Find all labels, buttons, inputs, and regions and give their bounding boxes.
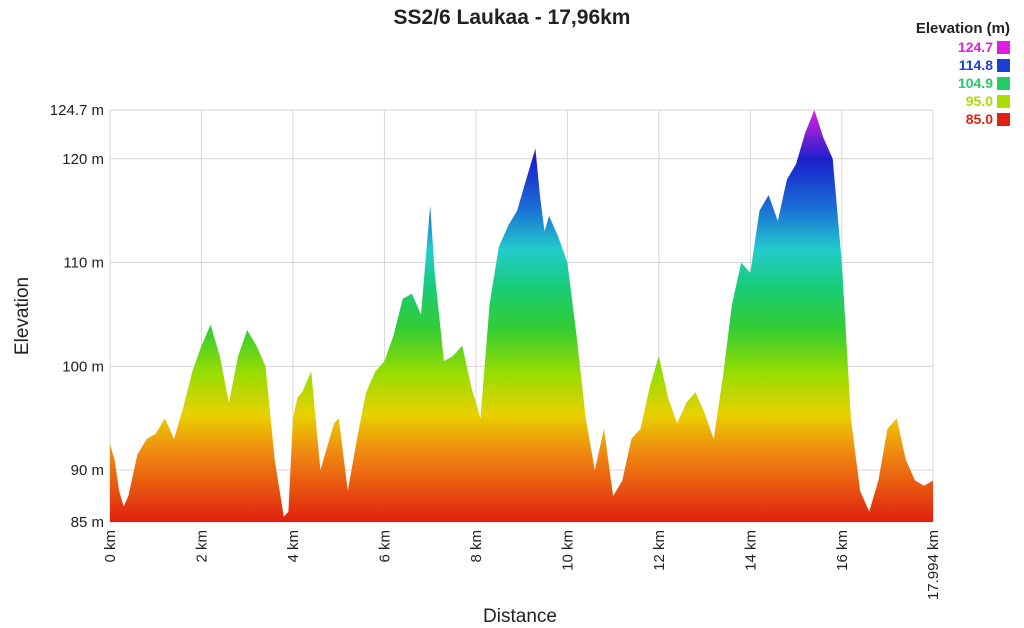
x-tick-label: 10 km (559, 530, 576, 571)
x-tick-label: 2 km (193, 530, 210, 563)
legend-swatch (997, 94, 1010, 108)
legend-item: 124.7 (916, 38, 1010, 56)
x-axis-label: Distance (483, 606, 557, 627)
legend-item: 104.9 (916, 74, 1010, 92)
legend-swatch (997, 112, 1010, 126)
y-tick-label: 120 m (62, 151, 104, 168)
x-tick-label: 6 km (376, 530, 393, 563)
elevation-area (110, 110, 933, 522)
legend-swatch (997, 58, 1010, 72)
y-tick-label: 124.7 m (50, 102, 104, 119)
x-axis-ticks: 0 km 2 km 4 km 6 km 8 km 10 km 12 km 14 km 16 km… (102, 530, 942, 600)
chart-title: SS2/6 Laukaa - 17,96km (393, 6, 631, 29)
y-tick-label: 90 m (71, 462, 104, 479)
legend: Elevation (m) 124.7 114.8 104.9 95.0 85.… (916, 20, 1010, 128)
legend-title: Elevation (m) (915, 20, 1010, 37)
x-tick-label: 17.994 km (925, 530, 942, 600)
legend-label: 114.8 (958, 57, 993, 73)
x-tick-label: 12 km (651, 530, 668, 571)
legend-swatch (997, 40, 1010, 54)
legend-swatch (997, 76, 1010, 90)
y-tick-label: 110 m (63, 255, 104, 272)
legend-label: 85.0 (965, 111, 993, 127)
y-axis-label: Elevation (12, 277, 33, 355)
y-axis-ticks: 85 m 90 m 100 m 110 m 120 m 124.7 m (50, 102, 104, 531)
x-tick-label: 0 km (102, 530, 119, 563)
legend-item: 85.0 (916, 110, 1010, 128)
y-tick-label: 85 m (71, 514, 104, 531)
x-tick-label: 16 km (834, 530, 851, 571)
legend-item: 95.0 (916, 92, 1010, 110)
legend-label: 95.0 (965, 93, 993, 109)
x-tick-label: 4 km (285, 530, 302, 563)
legend-item: 114.8 (916, 56, 1010, 74)
y-tick-label: 100 m (62, 358, 104, 375)
x-tick-label: 14 km (742, 530, 759, 571)
x-tick-label: 8 km (468, 530, 485, 563)
legend-label: 124.7 (957, 39, 993, 55)
legend-label: 104.9 (957, 75, 993, 91)
